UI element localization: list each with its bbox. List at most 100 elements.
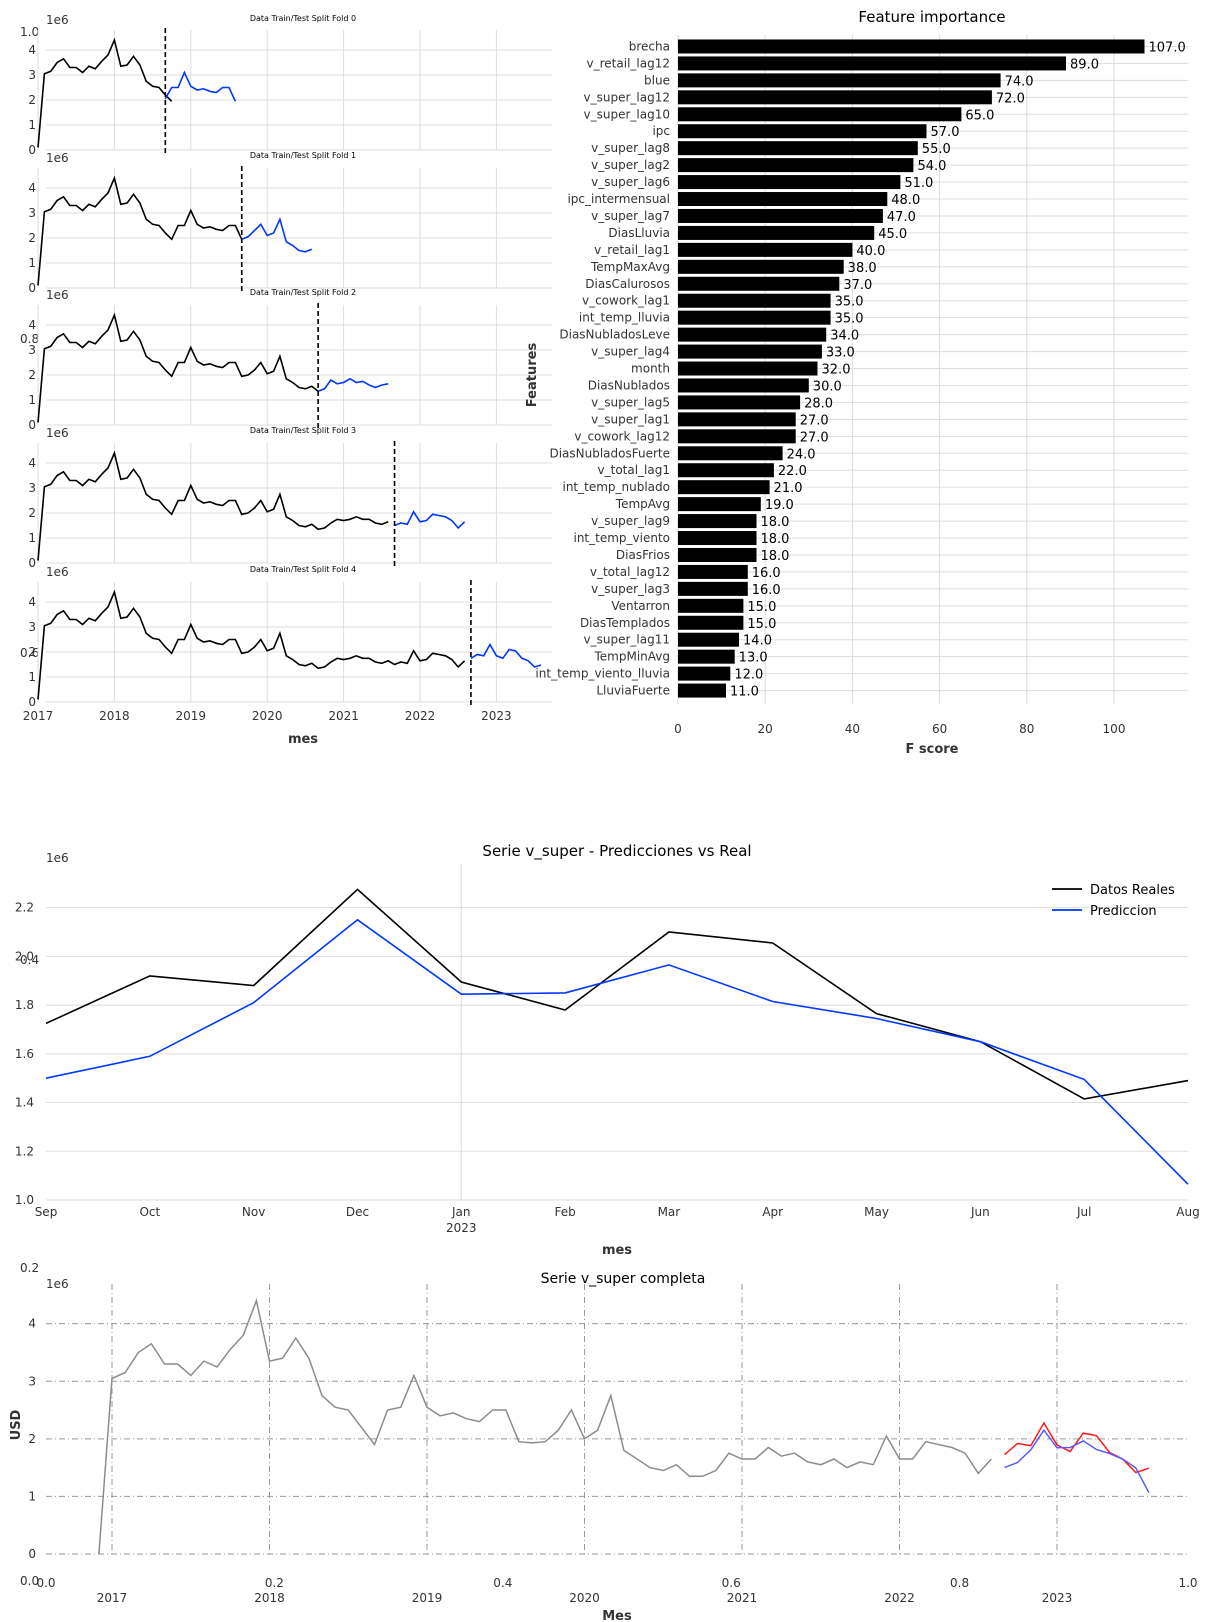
y-tick-label: Ventarron bbox=[611, 599, 670, 613]
y-tick-label: 1.2 bbox=[15, 1144, 34, 1158]
y-tick-label: 1.6 bbox=[15, 1047, 34, 1061]
bar bbox=[678, 192, 888, 207]
y-tick-label: 1 bbox=[28, 393, 36, 407]
x-tick-label: Aug bbox=[1176, 1205, 1199, 1219]
y-tick-label: v_super_lag6 bbox=[591, 175, 670, 189]
bar bbox=[678, 683, 726, 698]
x-tick-label: 2023 bbox=[481, 709, 512, 723]
bar bbox=[678, 463, 774, 478]
bar bbox=[678, 327, 827, 342]
fold-title: Data Train/Test Split Fold 2 bbox=[250, 288, 356, 297]
data-label: 28.0 bbox=[804, 396, 833, 411]
x-tick-label: Nov bbox=[242, 1205, 265, 1219]
train-line bbox=[37, 589, 466, 700]
y-tick-label: 4 bbox=[28, 456, 36, 470]
x-tick-label: Apr bbox=[762, 1205, 783, 1219]
train-line bbox=[37, 312, 319, 423]
data-label: 32.0 bbox=[822, 363, 851, 378]
full-series-chart: 0 1 2 3 4 2017 2018 2019 2020 2021 2022 2023 Mes USD 1… bbox=[9, 1271, 1188, 1622]
y-tick-label: 2 bbox=[28, 231, 36, 245]
bar bbox=[678, 598, 744, 613]
fold-title: Data Train/Test Split Fold 3 bbox=[250, 426, 356, 435]
fold-panel-4: 0 1 2 3 4 1e6 Data Train/Test Split Fold 4 2017… bbox=[23, 565, 552, 747]
y-offset-label: 1e6 bbox=[46, 1277, 69, 1291]
y-tick-label: TempAvg bbox=[615, 497, 670, 511]
y-offset-label: 1e6 bbox=[46, 426, 69, 440]
y-tick-label: 1 bbox=[28, 1489, 36, 1503]
data-label: 12.0 bbox=[734, 668, 763, 683]
series-line bbox=[98, 1297, 992, 1555]
x-axis-title: mes bbox=[288, 732, 318, 747]
data-label: 35.0 bbox=[835, 312, 864, 327]
y-tick-label: 2 bbox=[28, 93, 36, 107]
y-tick-label: 0 bbox=[28, 1547, 36, 1561]
series-line bbox=[45, 918, 1189, 1185]
y-tick-label: v_super_lag12 bbox=[584, 90, 670, 104]
data-label: 35.0 bbox=[835, 295, 864, 310]
bar bbox=[678, 208, 883, 223]
data-label: 107.0 bbox=[1149, 40, 1186, 55]
bar bbox=[678, 564, 748, 579]
bar bbox=[678, 73, 1001, 88]
stray-bottom-axis: 0.0 0.2 0.4 0.6 0.8 1.0 bbox=[36, 1576, 1197, 1590]
stray-labels: 1.0 0.8 0.6 0.4 0.2 0.0 bbox=[20, 25, 39, 1588]
train-line bbox=[37, 37, 173, 148]
y-tick-label: brecha bbox=[629, 39, 670, 53]
bar bbox=[678, 276, 840, 291]
y-tick-label: v_super_lag2 bbox=[591, 158, 670, 172]
x-tick-label: 2017 bbox=[97, 1591, 128, 1605]
y-tick-label: v_retail_lag1 bbox=[594, 243, 670, 257]
y-tick-label: v_super_lag4 bbox=[591, 345, 670, 359]
data-label: 47.0 bbox=[887, 210, 916, 225]
y-tick-label: 3 bbox=[28, 343, 36, 357]
y-tick-label: int_temp_viento_lluvia bbox=[535, 667, 670, 681]
y-tick-label: DiasNublados bbox=[588, 378, 670, 392]
fold-title: Data Train/Test Split Fold 0 bbox=[250, 14, 356, 23]
data-label: 45.0 bbox=[878, 227, 907, 242]
data-label: 55.0 bbox=[922, 142, 951, 157]
data-label: 27.0 bbox=[800, 413, 829, 428]
x-year-label: 2023 bbox=[446, 1221, 477, 1235]
bar bbox=[678, 514, 757, 529]
bar bbox=[678, 107, 962, 122]
chart-title: Feature importance bbox=[858, 8, 1005, 26]
data-label: 15.0 bbox=[747, 617, 776, 632]
y-tick-label: 2 bbox=[28, 645, 36, 659]
y-tick-label: v_super_lag3 bbox=[591, 582, 670, 596]
y-tick-label: LluviaFuerte bbox=[596, 684, 670, 698]
bar bbox=[678, 378, 809, 393]
stray-x-tick: 1.0 bbox=[1178, 1576, 1197, 1590]
legend-label: Datos Reales bbox=[1090, 883, 1175, 898]
data-label: 16.0 bbox=[752, 566, 781, 581]
data-label: 48.0 bbox=[891, 193, 920, 208]
y-axis-title: Features bbox=[525, 343, 540, 408]
y-tick-label: v_super_lag9 bbox=[591, 514, 670, 528]
series-line bbox=[45, 888, 1189, 1100]
x-tick-label: 2021 bbox=[727, 1591, 758, 1605]
y-axis-title: USD bbox=[9, 1409, 24, 1440]
stray-tick: 0.8 bbox=[20, 332, 39, 346]
bar bbox=[678, 158, 914, 173]
y-tick-label: 2 bbox=[28, 506, 36, 520]
y-tick-label: blue bbox=[644, 73, 670, 87]
y-tick-label: 4 bbox=[28, 43, 36, 57]
bar bbox=[678, 649, 735, 664]
data-label: 27.0 bbox=[800, 430, 829, 445]
stray-tick: 1.0 bbox=[20, 25, 39, 39]
y-tick-label: int_temp_viento bbox=[573, 531, 670, 545]
y-tick-label: 3 bbox=[28, 68, 36, 82]
x-tick-label: 2020 bbox=[569, 1591, 600, 1605]
bar bbox=[678, 412, 796, 427]
y-tick-label: TempMaxAvg bbox=[590, 260, 670, 274]
fold-panel-2: 0 1 2 3 4 1e6 Data Train/Test Split Fold 2 bbox=[28, 288, 552, 432]
data-label: 74.0 bbox=[1005, 74, 1034, 89]
y-tick-label: v_retail_lag12 bbox=[587, 56, 670, 70]
bar bbox=[678, 242, 853, 257]
data-label: 18.0 bbox=[760, 515, 789, 530]
x-tick-label: Feb bbox=[554, 1205, 575, 1219]
y-tick-label: DiasTemplados bbox=[580, 616, 670, 630]
x-axis-title: mes bbox=[602, 1243, 632, 1258]
data-label: 22.0 bbox=[778, 464, 807, 479]
